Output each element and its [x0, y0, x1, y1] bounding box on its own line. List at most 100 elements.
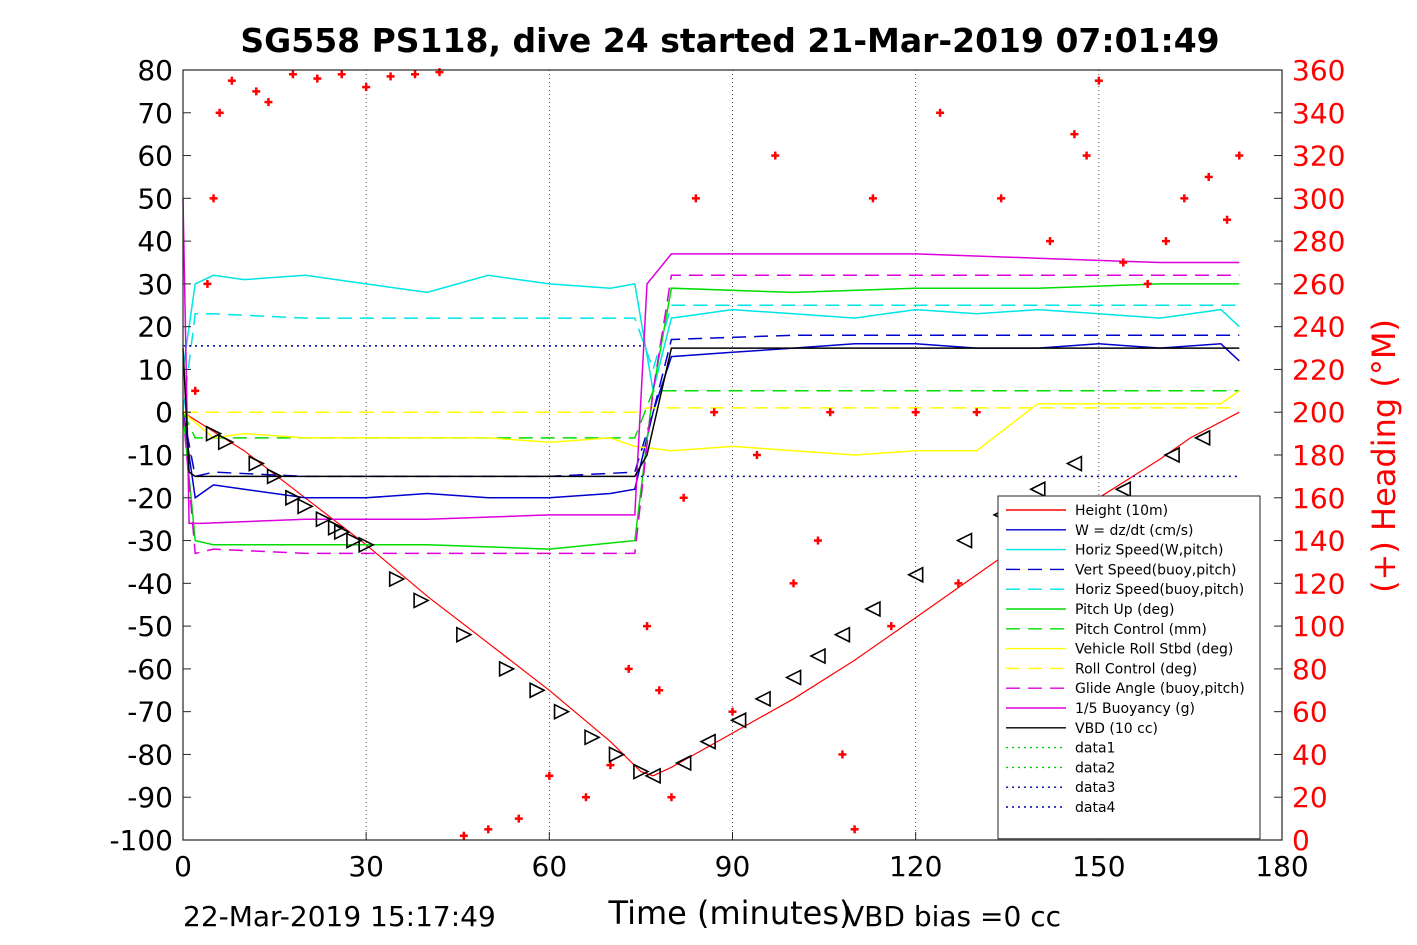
y-tick-label: -60: [127, 653, 173, 686]
y2-tick-label: 100: [1292, 610, 1345, 643]
heading-point: [624, 664, 633, 673]
series-pitch_ctrl: [182, 390, 1240, 439]
heading-point: [288, 70, 297, 79]
x-tick-label: 150: [1072, 850, 1125, 883]
y-tick-label: 0: [155, 396, 173, 429]
heading-point: [581, 793, 590, 802]
heading-point: [997, 194, 1006, 203]
y2-tick-label: 260: [1292, 268, 1345, 301]
heading-point: [728, 707, 737, 716]
descent-marker: [529, 681, 546, 699]
series-roll_ctrl: [183, 407, 1240, 413]
y-tick-label: -10: [127, 439, 173, 472]
x-tick-label: 180: [1255, 850, 1308, 883]
heading-point: [838, 750, 847, 759]
descent-marker: [498, 660, 516, 678]
y2-tick-label: 20: [1292, 781, 1328, 814]
ascent-marker: [729, 711, 747, 729]
y-tick-label: 60: [137, 140, 173, 173]
series-roll: [182, 390, 1240, 456]
heading-point: [691, 194, 700, 203]
legend-entry: Horiz Speed(W,pitch): [1075, 543, 1223, 559]
ascent-marker: [674, 754, 692, 772]
footer-vbd-bias: VBD bias =0 cc: [845, 900, 1061, 933]
y-axis-left-ticks: -100-90-80-70-60-50-40-30-20-10010203040…: [109, 54, 191, 857]
ascent-marker: [1114, 480, 1132, 498]
descent-marker: [248, 455, 266, 472]
y-axis-right-ticks: 0 20 40 60 80 100 120 140 160 180 200 220 240 260 280 3…: [1274, 54, 1345, 857]
x-tick-label: 60: [532, 850, 568, 883]
y-tick-label: 50: [137, 182, 173, 215]
legend-box: [997, 495, 1261, 840]
x-axis-label: Time (minutes): [608, 894, 852, 932]
y2-tick-label: 300: [1292, 182, 1345, 215]
descent-marker: [266, 468, 284, 485]
heading-point: [484, 825, 493, 834]
heading-point: [1119, 258, 1128, 267]
y-tick-label: -90: [127, 781, 173, 814]
y2-tick-label: 200: [1292, 396, 1345, 429]
heading-point: [1235, 151, 1244, 160]
y-axis-right-label: (+) Heading (°M): [1365, 319, 1403, 593]
legend-entry: Roll Control (deg): [1075, 661, 1197, 677]
ascent-marker: [864, 600, 881, 618]
series-hspeed_buoy: [182, 304, 1240, 413]
ascent-marker: [809, 647, 826, 665]
legend-entry: Height (10m): [1075, 503, 1168, 519]
heading-point: [1161, 237, 1170, 246]
legend-entry: Vert Speed(buoy,pitch): [1075, 562, 1237, 578]
descent-marker: [633, 763, 650, 780]
heading-point: [514, 814, 523, 823]
x-tick-label: 0: [174, 850, 192, 883]
y-tick-label: -50: [127, 610, 173, 643]
heading-point: [887, 622, 896, 631]
y-tick-label: -30: [127, 525, 173, 558]
heading-point: [1180, 194, 1189, 203]
legend-entry: Pitch Up (deg): [1075, 602, 1174, 618]
ascent-marker: [906, 566, 924, 584]
heading-point: [362, 83, 371, 92]
ascent-marker: [1065, 455, 1083, 472]
y2-tick-label: 220: [1292, 353, 1345, 386]
x-axis-ticks: 0 30 60 90 120 150 180: [174, 832, 1309, 883]
ascent-marker: [1028, 480, 1046, 498]
legend-entry: VBD (10 cc): [1075, 721, 1158, 737]
descent-marker: [346, 532, 363, 549]
heading-point: [227, 76, 236, 85]
descent-marker: [297, 498, 314, 515]
ascent-marker: [1163, 446, 1180, 464]
series-glide: [182, 274, 1240, 555]
legend-entry: 1/5 Buoyancy (g): [1075, 701, 1195, 717]
heading-point: [1070, 130, 1079, 139]
heading-point: [1204, 172, 1213, 181]
heading-point: [679, 493, 688, 502]
descent-marker: [217, 433, 235, 451]
heading-point: [1223, 215, 1232, 224]
heading-point: [1143, 279, 1152, 288]
heading-point: [411, 70, 420, 79]
y2-tick-label: 0: [1292, 824, 1310, 857]
heading-point: [655, 686, 664, 695]
x-tick-label: 30: [348, 850, 384, 883]
y-tick-label: -80: [127, 738, 173, 771]
series-hspeed: [182, 274, 1240, 391]
descent-marker: [584, 729, 601, 746]
x-tick-label: 90: [715, 850, 751, 883]
legend-entry: data1: [1075, 741, 1115, 757]
heading-point: [936, 108, 945, 117]
heading-point: [826, 408, 835, 417]
y2-tick-label: 180: [1292, 439, 1345, 472]
ascent-marker: [754, 690, 771, 708]
descent-marker: [327, 519, 345, 537]
descent-marker: [285, 489, 302, 507]
heading-point: [789, 579, 798, 588]
y2-tick-label: 320: [1292, 140, 1345, 173]
heading-point: [1082, 151, 1091, 160]
y2-tick-label: 80: [1292, 653, 1328, 686]
x-tick-label: 120: [889, 850, 942, 883]
legend-entry: Horiz Speed(buoy,pitch): [1075, 582, 1244, 598]
descent-marker: [388, 570, 406, 588]
heading-point: [667, 793, 676, 802]
series-w: [182, 343, 1240, 500]
y-tick-label: 70: [137, 97, 173, 130]
